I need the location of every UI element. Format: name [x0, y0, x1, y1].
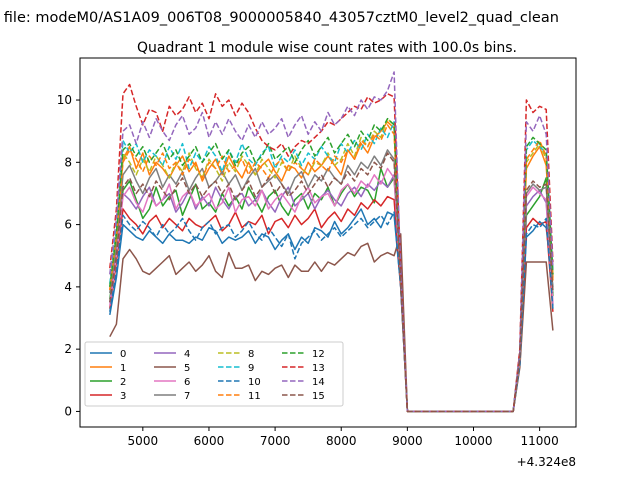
y-tick-label: 10: [57, 93, 72, 107]
legend-label: 9: [248, 363, 254, 374]
y-tick-label: 0: [64, 404, 72, 418]
figure-suptitle: n file: modeM0/AS1A09_006T08_9000005840_…: [0, 10, 559, 26]
legend-label: 0: [120, 349, 126, 360]
legend-label: 7: [184, 391, 190, 402]
legend-label: 11: [248, 391, 261, 402]
x-tick-label: 7000: [260, 434, 291, 448]
plot-frame: [79, 57, 577, 428]
legend-label: 3: [120, 391, 126, 402]
legend-label: 4: [184, 349, 190, 360]
legend-label: 13: [312, 363, 325, 374]
chart-title: Quadrant 1 module wise count rates with …: [137, 40, 517, 56]
x-tick-label: 10000: [454, 434, 492, 448]
legend-label: 5: [184, 363, 190, 374]
legend-label: 10: [248, 377, 261, 388]
legend-label: 6: [184, 377, 190, 388]
x-tick-label: 5000: [128, 434, 159, 448]
series-line-15: [109, 152, 554, 413]
legend-label: 12: [312, 349, 325, 360]
series-layer: [109, 71, 554, 413]
y-tick-label: 6: [64, 218, 72, 232]
legend-label: 14: [312, 377, 325, 388]
x-tick-label: 11000: [521, 434, 559, 448]
legend-label: 1: [120, 363, 126, 374]
x-tick-label: 6000: [194, 434, 225, 448]
legend-label: 8: [248, 349, 254, 360]
legend-label: 15: [312, 391, 325, 402]
x-tick-label: 9000: [392, 434, 423, 448]
y-tick-label: 2: [64, 342, 72, 356]
x-offset-text: +4.324e8: [517, 455, 576, 469]
series-line-13: [109, 83, 554, 413]
y-tick-label: 4: [64, 280, 72, 294]
series-line-14: [109, 71, 554, 413]
legend-box: [84, 341, 344, 407]
legend-label: 2: [120, 377, 126, 388]
y-tick-label: 8: [64, 155, 72, 169]
x-tick-label: 8000: [326, 434, 357, 448]
